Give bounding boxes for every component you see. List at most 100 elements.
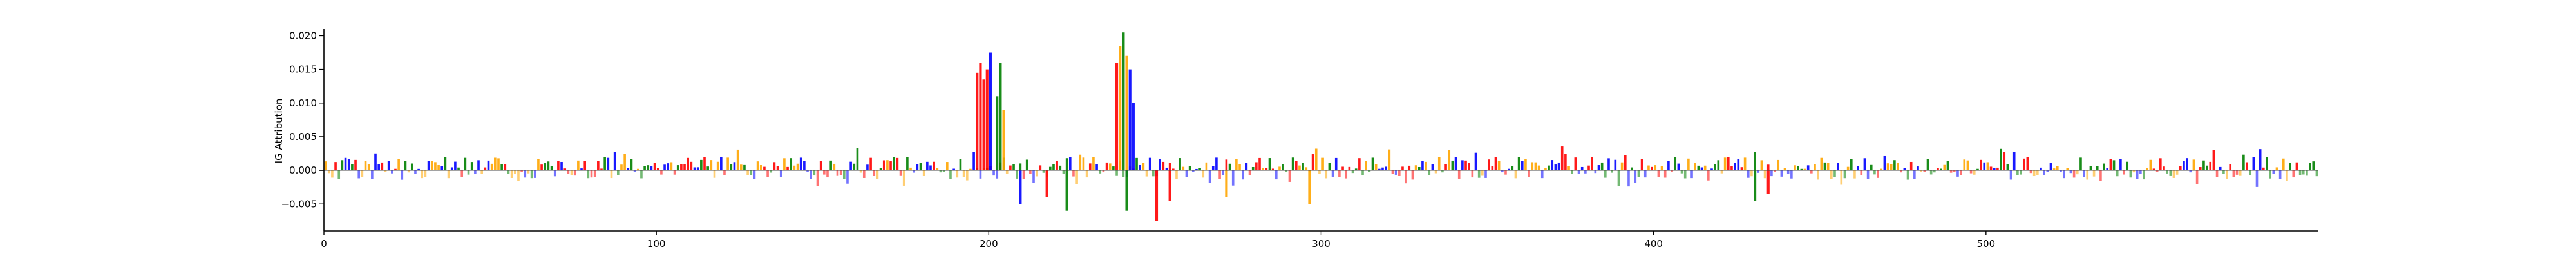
attribution-bar	[1325, 170, 1328, 179]
attribution-bar	[1022, 170, 1025, 179]
attribution-bar	[670, 162, 673, 171]
attribution-bar	[540, 164, 543, 171]
attribution-bar	[1032, 170, 1035, 183]
attribution-bar	[394, 168, 397, 171]
attribution-bar	[2222, 170, 2225, 174]
attribution-bar	[447, 170, 450, 179]
attribution-bar	[480, 170, 483, 174]
attribution-bar	[1378, 168, 1381, 171]
attribution-bar	[1225, 159, 1228, 171]
attribution-bar	[524, 170, 527, 178]
attribution-bar	[1385, 166, 1387, 171]
attribution-bar	[703, 157, 706, 171]
attribution-bar	[1850, 159, 1853, 171]
attribution-bar	[477, 160, 480, 171]
attribution-bar	[1969, 170, 1973, 174]
attribution-bar	[1663, 170, 1667, 178]
attribution-bar	[2183, 161, 2185, 171]
attribution-bar	[906, 157, 909, 171]
attribution-bar	[510, 170, 513, 178]
attribution-bar	[2289, 163, 2291, 171]
attribution-bar	[1288, 170, 1291, 182]
attribution-bar	[1909, 161, 1913, 171]
attribution-bar	[992, 170, 995, 176]
attribution-bar	[1703, 165, 1707, 171]
attribution-bar	[886, 160, 889, 171]
attribution-bar	[1228, 163, 1231, 171]
attribution-bar	[1877, 170, 1879, 178]
attribution-bar	[713, 170, 716, 178]
attribution-bar	[2009, 170, 2012, 180]
attribution-bar	[2195, 170, 2199, 184]
attribution-bar	[600, 168, 603, 171]
attribution-bar	[1883, 155, 1886, 171]
attribution-bar	[2103, 163, 2105, 171]
x-tick-label: 500	[1977, 238, 1996, 250]
attribution-peak-bar	[1754, 170, 1757, 201]
attribution-bar	[530, 170, 533, 179]
attribution-bar	[513, 170, 516, 175]
y-tick-label: 0.010	[289, 97, 317, 109]
attribution-bar	[1162, 161, 1165, 171]
attribution-bar	[2092, 170, 2096, 177]
attribution-bar	[1587, 165, 1590, 171]
attribution-bar	[1191, 170, 1195, 172]
attribution-peak-bar	[1065, 170, 1068, 211]
attribution-bar	[2086, 170, 2089, 180]
attribution-bar	[2309, 163, 2311, 171]
attribution-bar	[673, 170, 676, 175]
attribution-bar	[929, 165, 932, 171]
attribution-bar	[1797, 166, 1800, 171]
attribution-bar	[726, 157, 729, 171]
attribution-bar	[1980, 159, 1982, 171]
attribution-bar	[663, 164, 666, 171]
attribution-bar	[1484, 170, 1487, 178]
attribution-bar	[1374, 164, 1378, 171]
attribution-bar	[1700, 167, 1703, 171]
attribution-bar	[1179, 158, 1181, 171]
attribution-bar	[603, 157, 606, 171]
attribution-peak-bar	[1155, 170, 1159, 221]
attribution-bar	[2159, 158, 2162, 171]
attribution-bar	[1557, 162, 1560, 171]
attribution-bar	[1411, 170, 1414, 180]
attribution-peak-bar	[999, 63, 1002, 171]
attribution-bar	[2049, 163, 2052, 171]
attribution-bar	[873, 170, 876, 177]
attribution-bar	[1405, 170, 1407, 184]
attribution-bar	[401, 170, 404, 180]
attribution-bar	[1903, 167, 1906, 171]
attribution-bar	[1302, 163, 1304, 171]
attribution-bar	[1567, 166, 1570, 171]
attribution-bar	[410, 163, 413, 171]
attribution-bar	[1983, 162, 1986, 171]
attribution-bar	[1654, 165, 1657, 171]
attribution-bar	[1072, 170, 1075, 177]
attribution-bar	[879, 168, 882, 171]
attribution-bar	[1334, 157, 1338, 171]
attribution-bar	[2072, 170, 2076, 178]
attribution-bar	[1517, 157, 1520, 171]
attribution-bar	[367, 164, 370, 171]
attribution-bar	[1794, 165, 1796, 171]
attribution-bar	[1341, 166, 1344, 171]
attribution-bar	[1331, 170, 1334, 177]
attribution-bar	[1175, 170, 1178, 179]
attribution-bar	[743, 164, 746, 171]
attribution-bar	[2166, 170, 2168, 174]
attribution-bar	[341, 160, 344, 171]
attribution-bar	[1643, 170, 1647, 178]
attribution-bar	[544, 163, 547, 171]
attribution-bar	[1381, 167, 1384, 171]
attribution-bar	[829, 160, 832, 171]
attribution-bar	[856, 148, 859, 171]
attribution-bar	[1677, 163, 1680, 171]
attribution-bar	[1511, 166, 1514, 171]
attribution-bar	[803, 161, 806, 171]
attribution-bar	[1940, 168, 1942, 171]
attribution-bar	[1647, 165, 1650, 171]
attribution-bar	[2275, 167, 2278, 171]
attribution-bar	[464, 157, 467, 171]
attribution-bar	[2255, 170, 2259, 187]
attribution-bar	[2143, 170, 2145, 180]
